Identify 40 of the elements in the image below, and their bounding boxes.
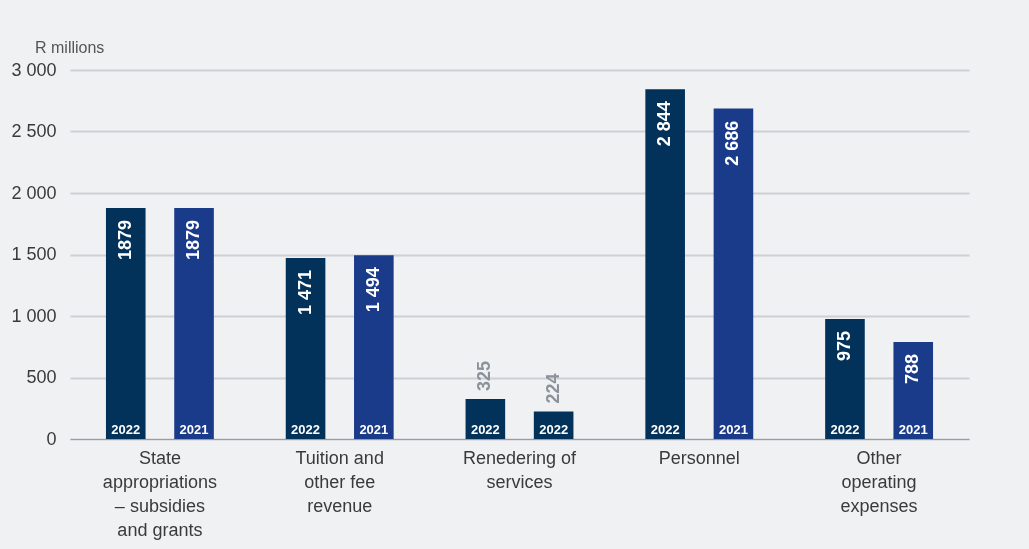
x-tick-label: Personnel [658,447,740,468]
bar [285,258,326,439]
annotation: 2022 [650,422,680,437]
bar [105,207,146,439]
bar [713,108,754,439]
data-label: 2 686 [722,120,743,166]
data-label: 2 844 [654,101,675,147]
x-tick-label: State appropriations – subsidies and grants [102,447,217,540]
annotation: 2021 [359,422,389,437]
data-label: 1879 [183,219,204,260]
y-tick-label: 2 500 [11,121,57,141]
y-tick-label: 0 [46,428,57,449]
x-tick-label: Renedering of services [462,447,578,492]
annotation: 2022 [470,422,500,437]
y-tick-label: 500 [26,367,57,387]
data-label: 788 [902,354,923,385]
annotation: 2022 [291,422,321,437]
data-label: 224 [542,373,563,404]
y-tick-label: 2 000 [11,182,57,203]
annotation: 2022 [830,422,860,437]
data-label: 1 494 [362,267,383,313]
data-label: 325 [474,360,495,392]
bar [825,319,865,439]
y-tick-label: 3 000 [11,59,57,80]
data-label: 1 471 [294,270,315,316]
bar [354,255,394,439]
annotation: 2021 [718,422,748,437]
data-label: 1879 [114,219,135,260]
y-tick-label: 1 500 [11,244,57,264]
annotation: 2021 [898,422,928,437]
bar [645,89,685,439]
y-axis-title: R millions [35,39,105,56]
y-tick-label: 1 000 [11,305,57,326]
annotation: 2022 [539,422,569,437]
annotation: 2022 [111,422,141,437]
x-tick-label: Other operating expenses [840,447,918,516]
data-label: 975 [833,331,854,362]
annotation: 2021 [179,422,209,437]
bar [174,207,214,439]
x-tick-label: Tuition and other fee revenue [295,447,384,516]
